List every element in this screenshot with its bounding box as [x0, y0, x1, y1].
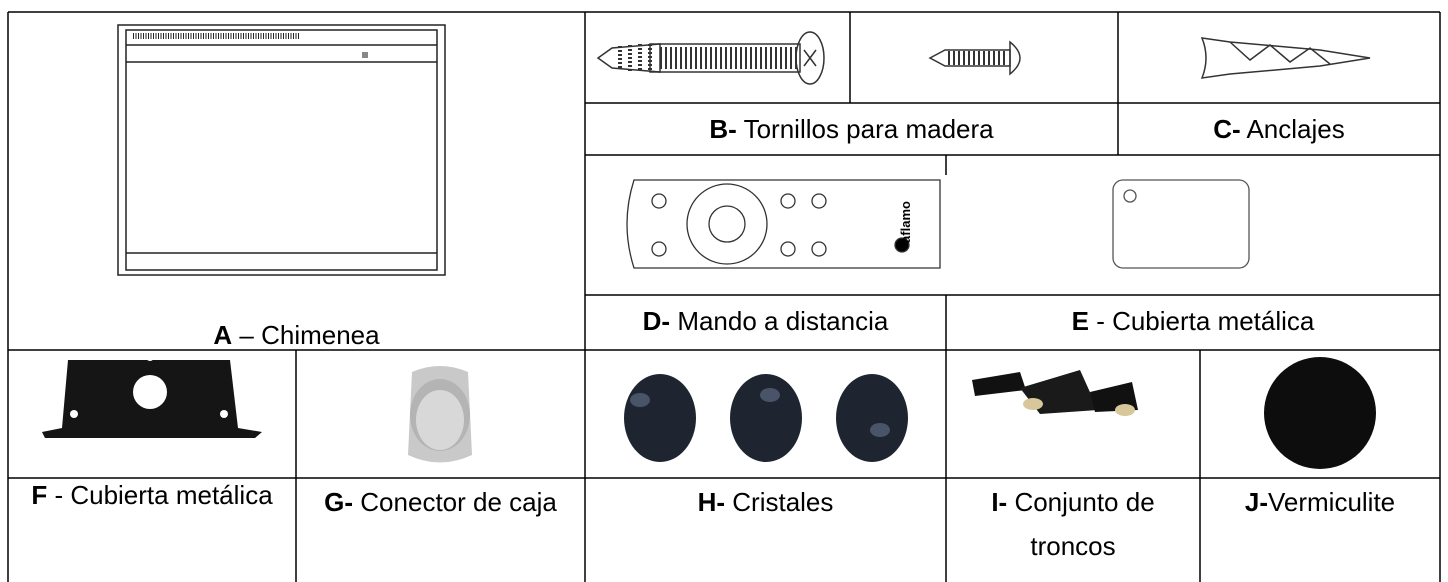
part-letter: H- — [697, 487, 726, 517]
part-text: Conector de caja — [360, 487, 557, 517]
logs-illustration — [972, 370, 1138, 416]
part-text: Conjunto de troncos — [1014, 487, 1155, 561]
part-letter: J- — [1244, 487, 1268, 517]
part-text: Cristales — [732, 487, 834, 517]
part-letter: C- — [1213, 114, 1241, 144]
remote-illustration — [626, 179, 941, 269]
connector-illustration — [408, 366, 472, 463]
part-letter: F — [31, 480, 48, 510]
part-letter: D- — [642, 306, 671, 336]
part-text: Vermiculite — [1267, 487, 1396, 517]
part-text: Mando a distancia — [677, 306, 889, 336]
part-label: E - Cubierta metálica — [946, 299, 1440, 343]
part-label: G- Conector de caja — [296, 480, 585, 524]
part-letter: I- — [991, 487, 1008, 517]
part-label: A – Chimenea — [8, 313, 585, 357]
part-label: J-Vermiculite — [1200, 480, 1440, 524]
part-text: - Cubierta metálica — [1096, 306, 1315, 336]
part-text: Tornillos para madera — [743, 114, 994, 144]
fireplace-illustration — [117, 24, 446, 276]
part-label: C- Anclajes — [1118, 107, 1440, 151]
part-label: I- Conjunto de troncos — [990, 480, 1156, 568]
part-label: F - Cubierta metálica — [30, 480, 274, 510]
part-text: Anclajes — [1246, 114, 1345, 144]
part-text: - Cubierta metálica — [54, 480, 273, 510]
crystals-illustration — [624, 374, 908, 462]
part-label: H- Cristales — [585, 480, 946, 524]
anchor-illustration — [1200, 37, 1371, 79]
part-letter: G- — [324, 487, 354, 517]
table-grid — [7, 11, 1441, 582]
metal-cover-illustration — [1112, 179, 1250, 269]
part-letter: A — [213, 320, 233, 350]
remote-brand: aflamo — [898, 201, 913, 243]
screw-illustrations — [596, 31, 1021, 85]
vermiculite-illustration — [1264, 357, 1376, 469]
bracket-illustration — [42, 353, 262, 438]
part-letter: E — [1071, 306, 1089, 336]
part-label: D- Mando a distancia — [585, 299, 946, 343]
part-label: B- Tornillos para madera — [585, 107, 1118, 151]
part-letter: B- — [709, 114, 737, 144]
part-text: – Chimenea — [239, 320, 380, 350]
